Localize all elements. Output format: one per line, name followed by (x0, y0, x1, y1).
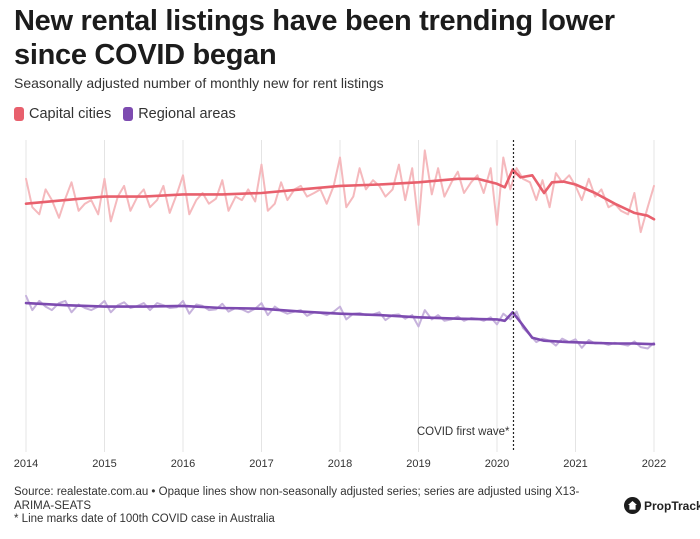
legend-item-capital-cities: Capital cities (14, 106, 111, 122)
x-tick-label-2018: 2018 (328, 458, 352, 470)
legend-item-regional-areas: Regional areas (123, 106, 236, 122)
x-tick-label-2020: 2020 (485, 458, 509, 470)
line-chart: 2014 2015 2016 2017 2018 2019 2020 2021 2022 COVI… (14, 140, 666, 470)
x-tick-label-2019: 2019 (406, 458, 430, 470)
capital-cities-line (24, 168, 656, 221)
proptrack-brand: PropTrack (624, 497, 700, 514)
x-tick-label-2016: 2016 (171, 458, 195, 470)
capital-cities-raw-line (25, 149, 655, 234)
x-tick-label-2015: 2015 (92, 458, 116, 470)
chart-footer: Source: realestate.com.au • Opaque lines… (14, 486, 614, 527)
page-subtitle: Seasonally adjusted number of monthly ne… (14, 75, 384, 91)
x-tick-label-2021: 2021 (563, 458, 587, 470)
legend-label-capital-cities: Capital cities (29, 106, 112, 122)
x-tick-label-2022: 2022 (642, 458, 666, 470)
page-title: New rental listings have been trending l… (14, 5, 615, 71)
x-tick-label-2014: 2014 (14, 458, 38, 470)
regional-areas-line (24, 301, 656, 346)
legend-swatch-capital-cities (14, 107, 24, 121)
chart-legend: Capital cities Regional areas (14, 106, 248, 122)
covid-line-footnote: * Line marks date of 100th COVID case in… (14, 513, 275, 525)
covid-annotation-label: COVID first wave* (417, 426, 510, 438)
x-tick-label-2017: 2017 (249, 458, 273, 470)
brand-name: PropTrack (644, 498, 700, 513)
legend-label-regional-areas: Regional areas (138, 106, 236, 122)
legend-swatch-regional-areas (123, 107, 134, 121)
source-note: Source: realestate.com.au • Opaque lines… (14, 486, 580, 512)
house-logo-icon (624, 497, 641, 514)
